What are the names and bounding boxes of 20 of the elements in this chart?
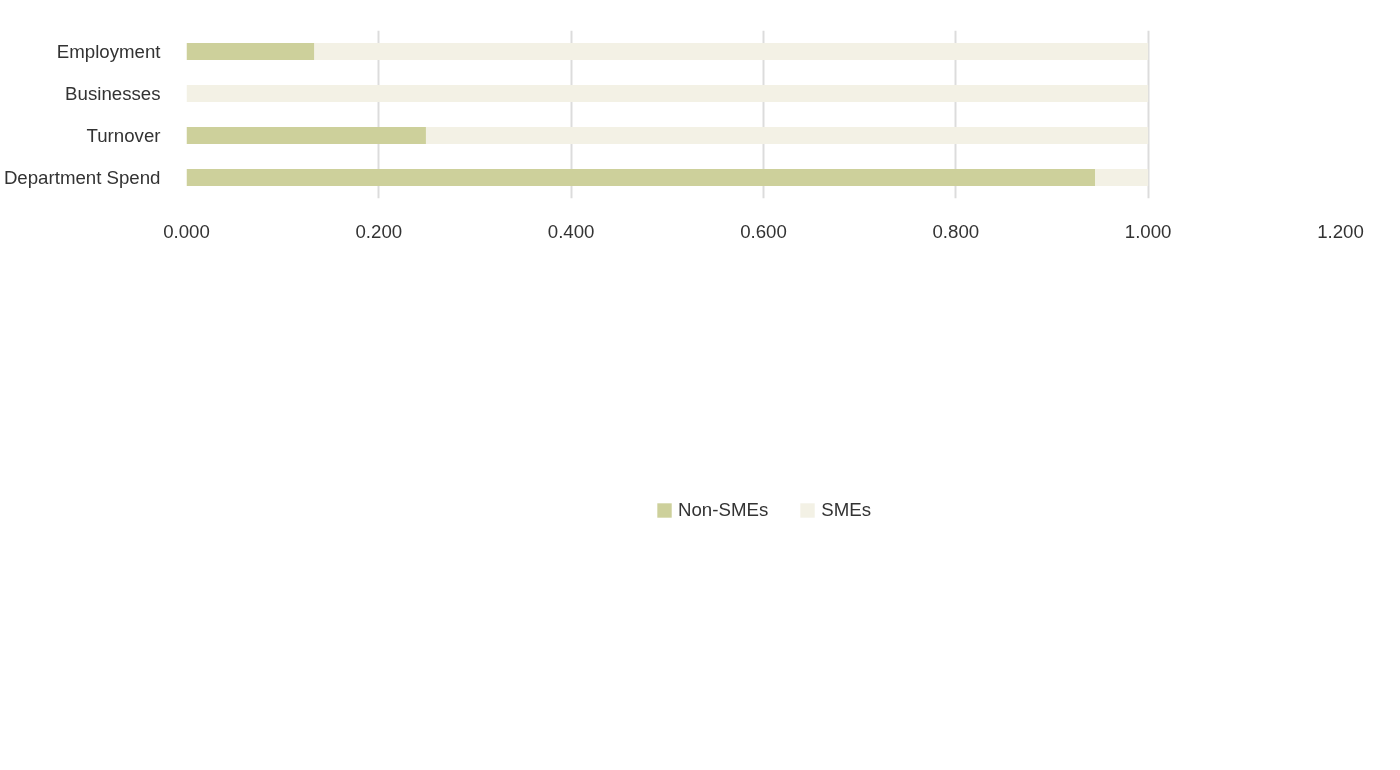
legend-label: Non-SMEs — [678, 499, 769, 521]
x-tick-label: 0.600 — [740, 220, 787, 242]
bar — [425, 127, 1149, 144]
y-tick-label: Turnover — [86, 125, 161, 146]
bar — [186, 169, 1096, 186]
x-tick-label: 0.400 — [547, 220, 595, 242]
x-tick-label: 0.800 — [932, 220, 980, 242]
x-tick-label: 0.200 — [355, 220, 403, 242]
bar — [186, 85, 1149, 102]
bar — [186, 43, 315, 60]
x-tick-label: 1.000 — [1124, 220, 1172, 242]
y-tick-label: Department Spend — [3, 167, 161, 188]
bar — [1095, 169, 1149, 186]
x-tick-label: 0.000 — [163, 220, 210, 242]
bar — [186, 127, 426, 144]
y-tick-label: Employment — [56, 41, 162, 62]
x-tick-label: 1.200 — [1317, 220, 1364, 242]
y-tick-label: Businesses — [65, 83, 161, 104]
bar — [314, 43, 1149, 60]
legend-label: SMEs — [821, 499, 871, 521]
